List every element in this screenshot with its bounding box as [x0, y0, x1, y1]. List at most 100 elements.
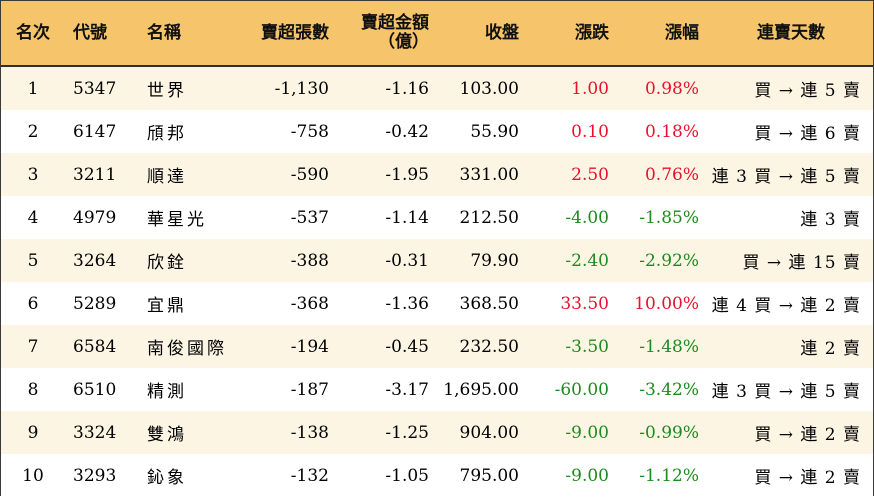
- table-row: 1 5347 世界 -1,130 -1.16 103.00 1.00 0.98%…: [1, 66, 873, 110]
- cell-close: 79.90: [439, 239, 529, 282]
- cell-streak: 連 3 買 → 連 5 賣: [709, 368, 873, 411]
- table-row: 3 3211 順達 -590 -1.95 331.00 2.50 0.76% 連…: [1, 153, 873, 196]
- cell-change-pct: -0.99%: [619, 411, 709, 454]
- cell-rank: 3: [1, 153, 65, 196]
- cell-close: 795.00: [439, 454, 529, 497]
- cell-sell-lots: -187: [247, 368, 339, 411]
- cell-rank: 1: [1, 66, 65, 110]
- cell-name: 頎邦: [137, 110, 247, 153]
- cell-change: -2.40: [529, 239, 619, 282]
- cell-change: 0.10: [529, 110, 619, 153]
- header-change-pct: 漲幅: [619, 1, 709, 67]
- cell-change-pct: -2.92%: [619, 239, 709, 282]
- cell-code: 6147: [65, 110, 137, 153]
- table-row: 6 5289 宜鼎 -368 -1.36 368.50 33.50 10.00%…: [1, 282, 873, 325]
- cell-rank: 7: [1, 325, 65, 368]
- cell-name: 欣銓: [137, 239, 247, 282]
- cell-sell-amount: -1.14: [339, 196, 439, 239]
- cell-sell-amount: -1.25: [339, 411, 439, 454]
- cell-change: -9.00: [529, 454, 619, 497]
- cell-sell-amount: -3.17: [339, 368, 439, 411]
- header-change: 漲跌: [529, 1, 619, 67]
- header-code: 代號: [65, 1, 137, 67]
- header-name: 名稱: [137, 1, 247, 67]
- header-rank: 名次: [1, 1, 65, 67]
- table-row: 2 6147 頎邦 -758 -0.42 55.90 0.10 0.18% 買 …: [1, 110, 873, 153]
- cell-sell-lots: -758: [247, 110, 339, 153]
- cell-code: 6584: [65, 325, 137, 368]
- cell-rank: 5: [1, 239, 65, 282]
- header-row: 名次 代號 名稱 賣超張數 賣超金額 （億） 收盤 漲跌 漲幅 連賣天數: [1, 1, 873, 67]
- cell-sell-lots: -590: [247, 153, 339, 196]
- cell-rank: 9: [1, 411, 65, 454]
- cell-code: 5289: [65, 282, 137, 325]
- cell-rank: 8: [1, 368, 65, 411]
- cell-change: -60.00: [529, 368, 619, 411]
- cell-name: 宜鼎: [137, 282, 247, 325]
- cell-change-pct: 0.18%: [619, 110, 709, 153]
- cell-streak: 買 → 連 2 賣: [709, 411, 873, 454]
- table-row: 8 6510 精測 -187 -3.17 1,695.00 -60.00 -3.…: [1, 368, 873, 411]
- cell-sell-lots: -537: [247, 196, 339, 239]
- cell-name: 雙鴻: [137, 411, 247, 454]
- cell-change: 1.00: [529, 66, 619, 110]
- cell-name: 華星光: [137, 196, 247, 239]
- cell-change: -3.50: [529, 325, 619, 368]
- cell-streak: 連 3 買 → 連 5 賣: [709, 153, 873, 196]
- cell-code: 3293: [65, 454, 137, 497]
- table-row: 10 3293 鈊象 -132 -1.05 795.00 -9.00 -1.12…: [1, 454, 873, 497]
- cell-code: 3211: [65, 153, 137, 196]
- cell-change-pct: -1.85%: [619, 196, 709, 239]
- cell-streak: 連 2 賣: [709, 325, 873, 368]
- cell-rank: 10: [1, 454, 65, 497]
- table-row: 5 3264 欣銓 -388 -0.31 79.90 -2.40 -2.92% …: [1, 239, 873, 282]
- cell-close: 331.00: [439, 153, 529, 196]
- cell-close: 103.00: [439, 66, 529, 110]
- cell-name: 順達: [137, 153, 247, 196]
- cell-name: 鈊象: [137, 454, 247, 497]
- header-sell-amount-label: 賣超金額: [361, 13, 429, 33]
- cell-change: -4.00: [529, 196, 619, 239]
- cell-sell-amount: -0.42: [339, 110, 439, 153]
- cell-close: 368.50: [439, 282, 529, 325]
- cell-streak: 連 3 賣: [709, 196, 873, 239]
- cell-sell-amount: -1.05: [339, 454, 439, 497]
- table-row: 9 3324 雙鴻 -138 -1.25 904.00 -9.00 -0.99%…: [1, 411, 873, 454]
- cell-name: 精測: [137, 368, 247, 411]
- cell-streak: 買 → 連 15 賣: [709, 239, 873, 282]
- cell-change: -9.00: [529, 411, 619, 454]
- cell-sell-lots: -1,130: [247, 66, 339, 110]
- cell-sell-amount: -0.45: [339, 325, 439, 368]
- cell-sell-amount: -0.31: [339, 239, 439, 282]
- cell-sell-lots: -138: [247, 411, 339, 454]
- cell-code: 6510: [65, 368, 137, 411]
- cell-rank: 2: [1, 110, 65, 153]
- cell-change-pct: 0.76%: [619, 153, 709, 196]
- cell-name: 世界: [137, 66, 247, 110]
- cell-streak: 買 → 連 2 賣: [709, 454, 873, 497]
- cell-code: 4979: [65, 196, 137, 239]
- header-streak: 連賣天數: [709, 1, 873, 67]
- cell-change: 2.50: [529, 153, 619, 196]
- header-sell-amount-unit: （億）: [378, 32, 429, 52]
- cell-sell-amount: -1.95: [339, 153, 439, 196]
- cell-close: 1,695.00: [439, 368, 529, 411]
- cell-change: 33.50: [529, 282, 619, 325]
- cell-change-pct: 10.00%: [619, 282, 709, 325]
- cell-change-pct: -1.48%: [619, 325, 709, 368]
- cell-sell-amount: -1.16: [339, 66, 439, 110]
- cell-sell-lots: -368: [247, 282, 339, 325]
- table-row: 7 6584 南俊國際 -194 -0.45 232.50 -3.50 -1.4…: [1, 325, 873, 368]
- cell-sell-lots: -132: [247, 454, 339, 497]
- cell-rank: 6: [1, 282, 65, 325]
- cell-code: 5347: [65, 66, 137, 110]
- cell-code: 3264: [65, 239, 137, 282]
- cell-close: 55.90: [439, 110, 529, 153]
- header-sell-lots: 賣超張數: [247, 1, 339, 67]
- cell-close: 212.50: [439, 196, 529, 239]
- cell-close: 232.50: [439, 325, 529, 368]
- cell-name: 南俊國際: [137, 325, 247, 368]
- header-sell-amount: 賣超金額 （億）: [339, 1, 439, 67]
